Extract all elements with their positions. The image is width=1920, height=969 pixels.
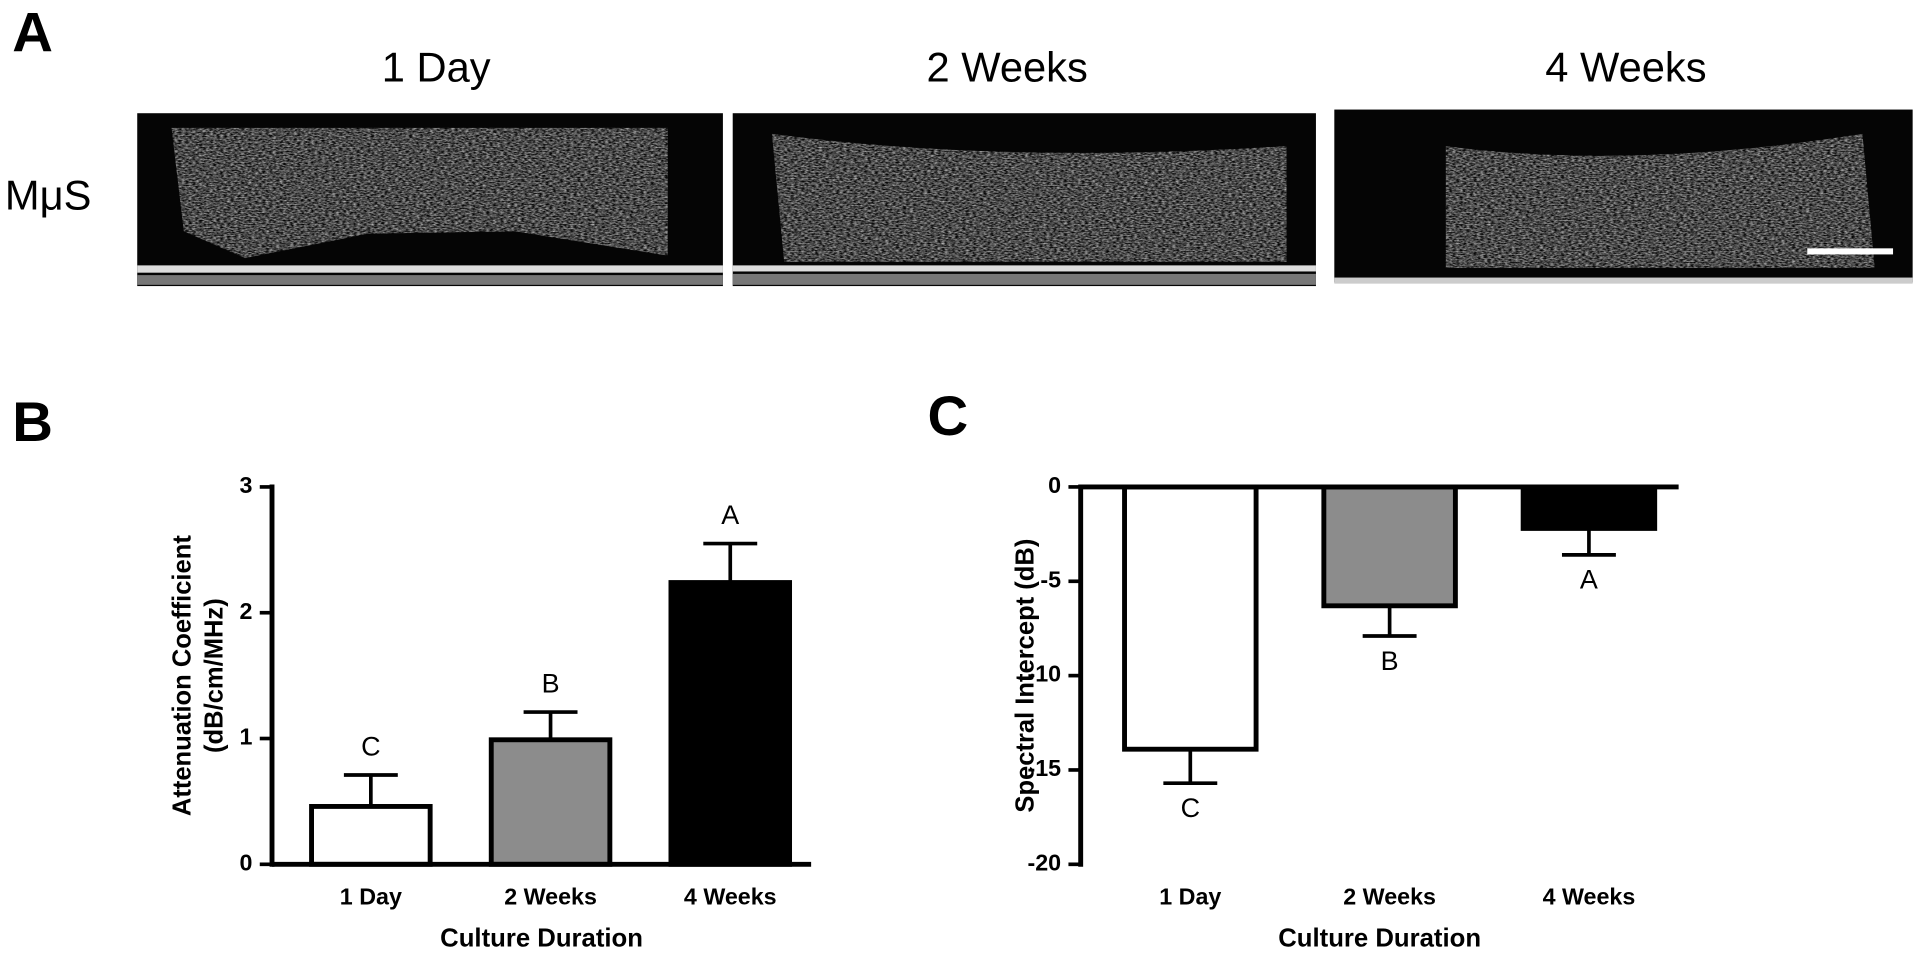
y-tick-label: 0 (239, 849, 252, 875)
row-label: MμS (5, 171, 91, 218)
bar (1520, 484, 1658, 531)
bar (1321, 484, 1458, 609)
annotation: C (1181, 793, 1200, 823)
y-axis-label: Attenuation Coefficient (169, 535, 197, 816)
y-tick-label: 0 (1048, 472, 1061, 498)
y-tick-label: -5 (1040, 566, 1061, 592)
x-tick-label: 1 Day (340, 884, 402, 910)
image-title: 1 Day (382, 44, 491, 91)
x-tick-label: 2 Weeks (1343, 884, 1436, 910)
panel-label: B (12, 390, 53, 453)
y-axis-label: (dB/cm/MHz) (200, 598, 228, 753)
x-axis-label: Culture Duration (440, 925, 643, 953)
bar (1122, 484, 1259, 752)
ultrasound-images (137, 109, 1913, 287)
y-tick-label: -15 (1027, 755, 1061, 781)
annotation: B (1381, 646, 1399, 676)
x-axis-label: Culture Duration (1278, 925, 1481, 953)
bar (488, 737, 613, 867)
image-title: 4 Weeks (1545, 44, 1706, 91)
panel-label: C (928, 384, 969, 447)
panel-label: A (12, 0, 53, 63)
y-tick-label: -10 (1027, 661, 1061, 687)
y-tick-label: -20 (1027, 849, 1061, 875)
bar (309, 804, 433, 867)
y-tick-label: 3 (239, 472, 252, 498)
bar (668, 580, 793, 867)
x-tick-label: 2 Weeks (504, 884, 597, 910)
x-tick-label: 1 Day (1159, 884, 1221, 910)
y-tick-label: 1 (239, 724, 252, 750)
annotation: A (721, 500, 739, 530)
annotation: A (1580, 565, 1598, 595)
image-title: 2 Weeks (927, 44, 1088, 91)
x-tick-label: 4 Weeks (1543, 884, 1636, 910)
annotation: C (361, 731, 380, 761)
x-tick-label: 4 Weeks (684, 884, 777, 910)
y-axis-label: Spectral Intercept (dB) (1011, 539, 1039, 813)
annotation: B (542, 668, 560, 698)
y-tick-label: 2 (239, 598, 252, 624)
